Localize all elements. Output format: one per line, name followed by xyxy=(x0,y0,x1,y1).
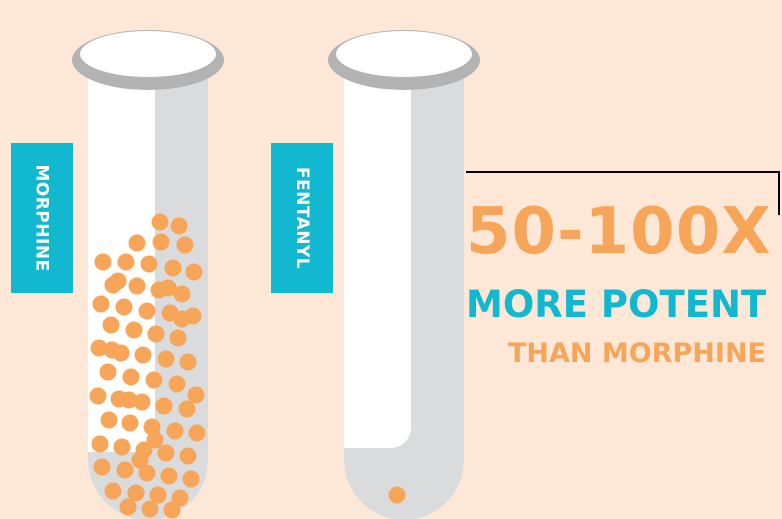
morphine-dot xyxy=(119,498,137,516)
morphine-dot xyxy=(159,279,177,297)
morphine-dot xyxy=(187,386,205,404)
morphine-dot xyxy=(127,484,145,502)
morphine-label-tag: MORPHINE xyxy=(11,143,73,293)
morphine-dot xyxy=(133,393,151,411)
connector-line xyxy=(466,171,780,215)
than-morphine-text: THAN MORPHINE xyxy=(508,338,766,369)
fentanyl-dots xyxy=(388,486,406,504)
fentanyl-dot xyxy=(388,486,406,504)
morphine-dot xyxy=(117,253,135,271)
morphine-dot xyxy=(90,339,108,357)
morphine-dot xyxy=(91,435,109,453)
morphine-dot xyxy=(149,486,167,504)
morphine-dot xyxy=(141,500,159,518)
morphine-dot xyxy=(164,259,182,277)
morphine-dot xyxy=(160,467,178,485)
morphine-dot xyxy=(103,341,121,359)
morphine-dot xyxy=(104,482,122,500)
morphine-dot xyxy=(155,397,173,415)
fentanyl-label: FENTANYL xyxy=(292,166,313,270)
morphine-dot xyxy=(131,451,149,469)
morphine-dot xyxy=(157,350,175,368)
morphine-dot xyxy=(115,298,133,316)
fentanyl-test-tube xyxy=(328,30,480,519)
morphine-dot xyxy=(185,263,203,281)
morphine-tube-shadow xyxy=(88,62,208,519)
morphine-dot xyxy=(99,363,117,381)
more-potent-text: MORE POTENT xyxy=(466,283,767,326)
morphine-dot xyxy=(125,321,143,339)
morphine-dot xyxy=(94,253,112,271)
morphine-dot xyxy=(179,353,197,371)
morphine-dot xyxy=(166,422,184,440)
morphine-dot xyxy=(128,277,146,295)
morphine-dot xyxy=(147,325,165,343)
morphine-dot xyxy=(171,489,189,507)
morphine-dot xyxy=(173,310,191,328)
morphine-dot xyxy=(113,438,131,456)
morphine-dot xyxy=(152,233,170,251)
morphine-dot xyxy=(182,470,200,488)
morphine-dot xyxy=(188,424,206,442)
morphine-dot xyxy=(134,346,152,364)
morphine-dot xyxy=(92,295,110,313)
morphine-dot xyxy=(122,368,140,386)
morphine-dot xyxy=(93,458,111,476)
morphine-dot xyxy=(116,461,134,479)
morphine-dot xyxy=(121,414,139,432)
morphine-dot xyxy=(138,464,156,482)
morphine-dot xyxy=(128,234,146,252)
morphine-dots xyxy=(89,213,206,519)
morphine-dot xyxy=(169,329,187,347)
fentanyl-label-tag: FENTANYL xyxy=(271,143,333,293)
morphine-dot xyxy=(89,387,107,405)
morphine-dot xyxy=(178,400,196,418)
fentanyl-tube-shadow xyxy=(344,62,464,519)
morphine-dot xyxy=(179,447,197,465)
potency-multiplier: 50-100X xyxy=(466,195,772,269)
morphine-dot xyxy=(140,255,158,273)
morphine-dot xyxy=(168,375,186,393)
morphine-dot xyxy=(176,236,194,254)
morphine-dot xyxy=(120,391,138,409)
morphine-test-tube xyxy=(72,30,224,519)
morphine-dot xyxy=(146,431,164,449)
morphine-dot xyxy=(102,316,120,334)
morphine-tube-rim-inner xyxy=(80,31,216,77)
morphine-dot xyxy=(138,302,156,320)
morphine-dot xyxy=(143,418,161,436)
morphine-label: MORPHINE xyxy=(32,164,52,272)
morphine-dot xyxy=(163,501,181,519)
fentanyl-tube-rim-inner xyxy=(336,31,472,77)
morphine-dot xyxy=(100,411,118,429)
morphine-dot xyxy=(151,213,169,231)
morphine-dot xyxy=(170,217,188,235)
morphine-dot xyxy=(173,285,191,303)
morphine-dot xyxy=(145,371,163,389)
morphine-dot xyxy=(157,444,175,462)
morphine-dot xyxy=(109,272,127,290)
